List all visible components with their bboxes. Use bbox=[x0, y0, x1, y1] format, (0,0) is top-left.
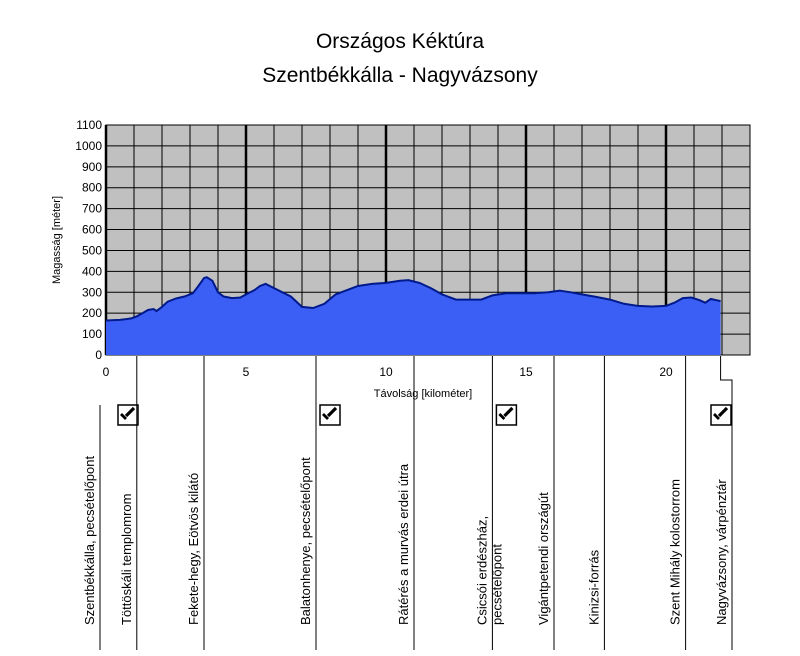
plot-area bbox=[104, 124, 751, 356]
waypoint-label: Nagyvázsony, várpénztár bbox=[714, 479, 729, 625]
chart-title: Országos Kéktúra bbox=[315, 30, 485, 53]
y-axis-label: Magasság [méter] bbox=[51, 196, 63, 284]
stamp-icon bbox=[319, 404, 341, 426]
y-tick-label: 800 bbox=[82, 181, 102, 195]
x-tick-label: 20 bbox=[659, 365, 673, 379]
stamp-icon-handle bbox=[124, 406, 136, 418]
y-tick-label: 300 bbox=[82, 285, 102, 299]
stamp-icon-handle bbox=[326, 406, 338, 418]
x-tick-label: 10 bbox=[379, 365, 393, 379]
y-tick-label: 900 bbox=[82, 160, 102, 174]
stamp-icon bbox=[710, 404, 732, 426]
y-tick-label: 100 bbox=[82, 327, 102, 341]
y-tick-label: 0 bbox=[95, 348, 102, 362]
y-tick-label: 1100 bbox=[76, 118, 102, 132]
stamp-icon-head bbox=[713, 413, 720, 420]
waypoint-labels: Szentbékkálla, pecsételőpont Töttöskáli t… bbox=[82, 356, 733, 650]
elevation-line bbox=[105, 276, 721, 322]
axes: 0 100 200 300 400 500 600 700 800 900 1000 1100 0 5 10… bbox=[75, 118, 673, 379]
waypoint-label: Fekete-hegy, Eötvös kilátó bbox=[186, 473, 201, 625]
y-tick-label: 700 bbox=[82, 202, 102, 216]
waypoint-marker-line bbox=[720, 356, 733, 650]
y-tick-label: 500 bbox=[82, 243, 102, 257]
stamp-icon-head bbox=[498, 413, 506, 420]
stamp-icon-handle bbox=[503, 406, 514, 418]
waypoint-label-continued: pecsételőpont bbox=[489, 544, 504, 625]
x-tick-label: 0 bbox=[103, 365, 110, 379]
waypoint-label: Töttöskáli templomrom bbox=[119, 494, 134, 625]
y-tick-label: 400 bbox=[82, 264, 102, 278]
waypoint-label: Vigántpetendi országút bbox=[536, 492, 551, 625]
waypoint-label: Balatonhenye, pecsételőpont bbox=[298, 457, 313, 625]
waypoint-label: Szentbékkálla, pecsételőpont bbox=[82, 455, 97, 625]
waypoint-label: Rátérés a murvás erdei útra bbox=[396, 463, 411, 625]
waypoint-label: Csicsói erdészház, bbox=[474, 516, 489, 625]
x-tick-label: 15 bbox=[519, 365, 533, 379]
stamp-icon bbox=[117, 404, 139, 426]
waypoint-label: Kinizsi-forrás bbox=[586, 549, 601, 625]
waypoint-label: Szent Mihály kolostorrom bbox=[668, 479, 683, 625]
stamp-icon-handle bbox=[717, 406, 729, 418]
elevation-area bbox=[106, 277, 721, 355]
stamp-icon-head bbox=[322, 413, 329, 420]
stamp-icon-head bbox=[120, 413, 127, 420]
stamp-icon bbox=[495, 404, 518, 426]
x-tick-label: 5 bbox=[243, 365, 250, 379]
y-tick-label: 600 bbox=[82, 223, 102, 237]
y-tick-label: 1000 bbox=[75, 139, 102, 153]
x-axis-label: Távolság [kilométer] bbox=[374, 388, 472, 400]
chart-subtitle: Szentbékkálla - Nagyvázsony bbox=[262, 64, 538, 87]
y-tick-label: 200 bbox=[82, 306, 102, 320]
